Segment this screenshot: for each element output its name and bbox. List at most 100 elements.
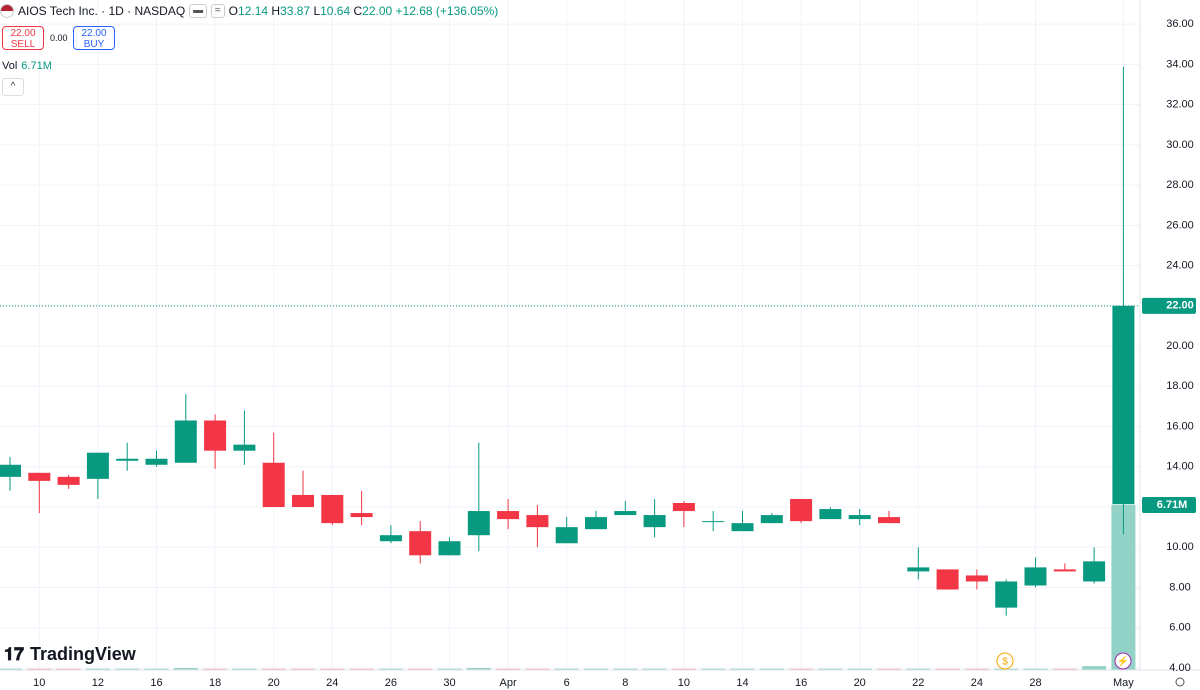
volume-bar xyxy=(935,668,960,670)
volume-bar xyxy=(1082,666,1107,670)
volume-bar xyxy=(320,668,345,670)
x-tick-label: 20 xyxy=(854,677,866,689)
candle-body xyxy=(57,476,80,485)
candle-body xyxy=(28,472,51,481)
volume-bar xyxy=(466,668,491,670)
candle-body xyxy=(995,581,1018,608)
volume-bar xyxy=(496,668,521,670)
candle-body xyxy=(702,521,725,523)
volume-bar xyxy=(437,668,462,670)
y-tick-label: 20.00 xyxy=(1166,340,1194,352)
volume-bar xyxy=(642,668,667,670)
volume-bar xyxy=(232,668,257,670)
volume-bar xyxy=(525,668,550,670)
event-icon[interactable] xyxy=(1114,652,1132,670)
volume-bar xyxy=(261,668,286,670)
x-tick-label: 30 xyxy=(443,677,455,689)
volume-bar xyxy=(730,668,755,670)
ohlc-value: 33.87 xyxy=(280,4,311,18)
candle-body xyxy=(350,513,373,518)
candle-body xyxy=(292,494,314,508)
volume-key: Vol xyxy=(2,60,18,72)
ohlc-key: H xyxy=(271,4,281,18)
volume-bar xyxy=(906,668,931,670)
candle-body xyxy=(731,523,754,532)
x-tick-label: 8 xyxy=(622,677,628,689)
volume-bar xyxy=(203,668,228,670)
volume-bar xyxy=(554,668,579,670)
pill-icon[interactable]: ▬ xyxy=(189,4,208,18)
candle-body xyxy=(1112,305,1135,505)
y-tick-label: 16.00 xyxy=(1166,420,1194,432)
ohlc-key: C xyxy=(353,4,363,18)
volume-bar xyxy=(701,668,726,670)
spread: 0.00 xyxy=(50,33,68,43)
y-tick-label: 30.00 xyxy=(1166,139,1194,151)
flag-icon xyxy=(0,4,14,18)
x-tick-label: 28 xyxy=(1029,677,1041,689)
x-tick-label: 14 xyxy=(736,677,748,689)
y-tick-label: 8.00 xyxy=(1169,581,1190,593)
y-tick-label: 6.00 xyxy=(1169,622,1190,634)
collapse-button[interactable]: ^ xyxy=(2,78,24,96)
x-tick-label: 16 xyxy=(150,677,162,689)
pill-icon[interactable]: ≈ xyxy=(211,4,225,18)
symbol-title[interactable]: AIOS Tech Inc. · 1D · NASDAQ xyxy=(18,4,186,18)
volume-bar xyxy=(877,668,901,670)
sell-button[interactable]: 22.00 SELL xyxy=(2,26,44,50)
volume-bar xyxy=(408,668,433,670)
x-tick-label: 26 xyxy=(385,677,397,689)
candle-body xyxy=(204,420,227,451)
event-icon-glyph: ⚡ xyxy=(1117,655,1129,668)
candle-body xyxy=(1024,567,1047,586)
last-volume-box xyxy=(1142,497,1196,514)
settings-icon[interactable] xyxy=(1175,677,1185,687)
volume-bar xyxy=(144,668,169,670)
dividend-icon[interactable] xyxy=(996,652,1014,670)
candle-body xyxy=(145,458,168,465)
volume-bar xyxy=(173,668,198,670)
candle-body xyxy=(526,515,549,528)
volume-value: 6.71M xyxy=(21,60,52,72)
y-tick-label: 34.00 xyxy=(1166,58,1194,70)
volume-bar xyxy=(0,668,22,670)
y-tick-label: 28.00 xyxy=(1166,179,1194,191)
buy-button[interactable]: 22.00 BUY xyxy=(73,26,115,50)
candle-body xyxy=(848,515,871,520)
candle-body xyxy=(497,511,520,520)
x-tick-label: 10 xyxy=(678,677,690,689)
x-tick-label: 20 xyxy=(268,677,280,689)
logo: 𝟏𝟕 xyxy=(4,644,25,664)
symbol-header: AIOS Tech Inc. · 1D · NASDAQ ▬ ≈ O12.14 … xyxy=(0,4,498,18)
x-tick-label: 6 xyxy=(564,677,570,689)
volume-bar xyxy=(85,668,110,670)
x-tick-label: 24 xyxy=(326,677,338,689)
ohlc-value: 12.14 xyxy=(238,4,269,18)
candle-body xyxy=(760,515,783,524)
candle-body xyxy=(936,569,959,590)
candle-body xyxy=(614,511,637,516)
volume-bar xyxy=(378,668,403,670)
candle-body xyxy=(643,515,666,528)
last-price-box xyxy=(1142,297,1196,314)
change: +12.68 (+136.05%) xyxy=(395,4,499,18)
y-tick-label: 14.00 xyxy=(1166,461,1194,473)
volume-bar xyxy=(964,668,989,670)
x-tick-label: 18 xyxy=(209,677,221,689)
volume-bar xyxy=(818,668,843,670)
volume-bar xyxy=(1052,668,1077,670)
y-tick-label: 10.00 xyxy=(1166,541,1194,553)
y-tick-label: 18.00 xyxy=(1166,380,1194,392)
candle-body xyxy=(585,517,607,530)
x-tick-label: May xyxy=(1113,677,1134,689)
ohlc-value: 10.64 xyxy=(320,4,351,18)
candle-body xyxy=(1083,561,1106,582)
candle-body xyxy=(116,458,139,461)
candle-body xyxy=(878,517,900,524)
candle-body xyxy=(467,511,490,536)
candle-body xyxy=(379,535,402,542)
candle-body xyxy=(86,452,109,479)
candle-body xyxy=(672,503,695,512)
